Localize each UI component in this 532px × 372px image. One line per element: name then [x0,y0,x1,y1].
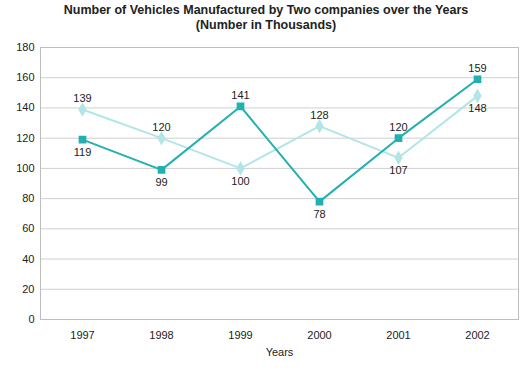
svg-text:99: 99 [155,176,167,188]
svg-text:128: 128 [310,109,328,121]
svg-text:100: 100 [16,162,34,174]
svg-text:107: 107 [389,164,407,176]
svg-text:100: 100 [231,175,249,187]
html-text:Number of Vehicles Manufacture: Number of Vehicles Manufactured by Two c… [63,3,469,17]
svg-text:0: 0 [28,313,34,325]
svg-text:2000: 2000 [307,329,331,341]
svg-text:159: 159 [468,62,486,74]
svg-text:120: 120 [16,132,34,144]
svg-text:148: 148 [468,102,486,114]
html-text:(Number in Thousands): (Number in Thousands) [195,18,337,32]
svg-text:78: 78 [313,208,325,220]
svg-text:1998: 1998 [149,329,173,341]
svg-text:120: 120 [389,121,407,133]
svg-text:2001: 2001 [386,329,410,341]
svg-text:140: 140 [16,101,34,113]
svg-text:160: 160 [16,71,34,83]
svg-text:Years: Years [266,346,294,358]
svg-text:141: 141 [231,89,249,101]
svg-text:80: 80 [22,192,34,204]
svg-text:139: 139 [73,92,91,104]
svg-text:60: 60 [22,222,34,234]
svg-text:1999: 1999 [228,329,252,341]
svg-text:119: 119 [74,146,92,158]
svg-text:20: 20 [22,283,34,295]
svg-text:1997: 1997 [70,329,94,341]
svg-text:180: 180 [16,41,34,53]
svg-text:120: 120 [152,121,170,133]
svg-text:2002: 2002 [465,329,489,341]
svg-text:40: 40 [22,253,34,265]
